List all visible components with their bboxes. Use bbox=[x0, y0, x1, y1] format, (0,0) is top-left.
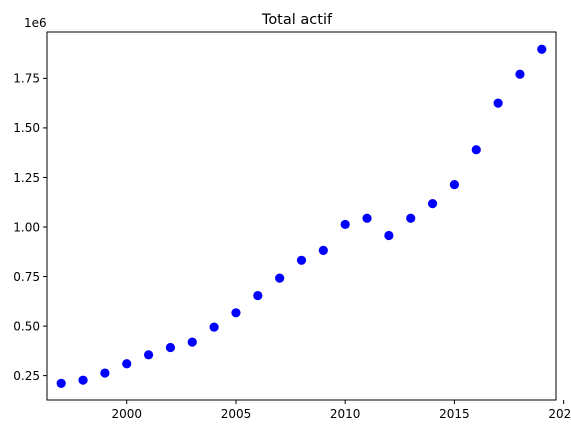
data-point bbox=[406, 213, 416, 223]
data-point bbox=[122, 359, 132, 369]
data-point bbox=[515, 69, 525, 79]
data-point bbox=[253, 290, 263, 301]
data-point bbox=[100, 368, 110, 378]
data-point bbox=[471, 145, 481, 155]
y-tick-label: 0.50 bbox=[13, 319, 40, 333]
data-point bbox=[493, 98, 503, 108]
data-point bbox=[165, 342, 176, 353]
y-axis-offset-text: 1e6 bbox=[24, 16, 47, 30]
chart-title: Total actif bbox=[261, 12, 333, 28]
data-point bbox=[187, 337, 197, 347]
data-point bbox=[340, 219, 350, 230]
data-point bbox=[143, 350, 154, 360]
data-point bbox=[275, 273, 285, 283]
x-tick-label: 2000 bbox=[111, 407, 142, 421]
data-point bbox=[78, 375, 88, 385]
data-point bbox=[56, 378, 66, 388]
y-tick-label: 0.25 bbox=[13, 369, 40, 383]
y-tick-label: 1.75 bbox=[13, 72, 40, 86]
data-point bbox=[384, 230, 394, 241]
x-tick-label: 2005 bbox=[221, 407, 252, 421]
data-point bbox=[537, 44, 547, 54]
data-point bbox=[209, 322, 219, 332]
x-tick-label: 2010 bbox=[330, 407, 361, 421]
y-tick-label: 0.75 bbox=[13, 270, 40, 284]
axes-frame bbox=[46, 31, 557, 401]
data-point bbox=[449, 179, 460, 190]
y-tick-label: 1.50 bbox=[13, 121, 40, 135]
data-point bbox=[296, 255, 307, 265]
data-point bbox=[231, 308, 241, 318]
data-point bbox=[427, 199, 438, 209]
data-point bbox=[318, 245, 328, 255]
data-point bbox=[362, 213, 372, 223]
y-tick-label: 1.00 bbox=[13, 220, 40, 234]
y-tick-label: 1.25 bbox=[13, 171, 40, 185]
x-tick-label: 2015 bbox=[439, 407, 470, 421]
